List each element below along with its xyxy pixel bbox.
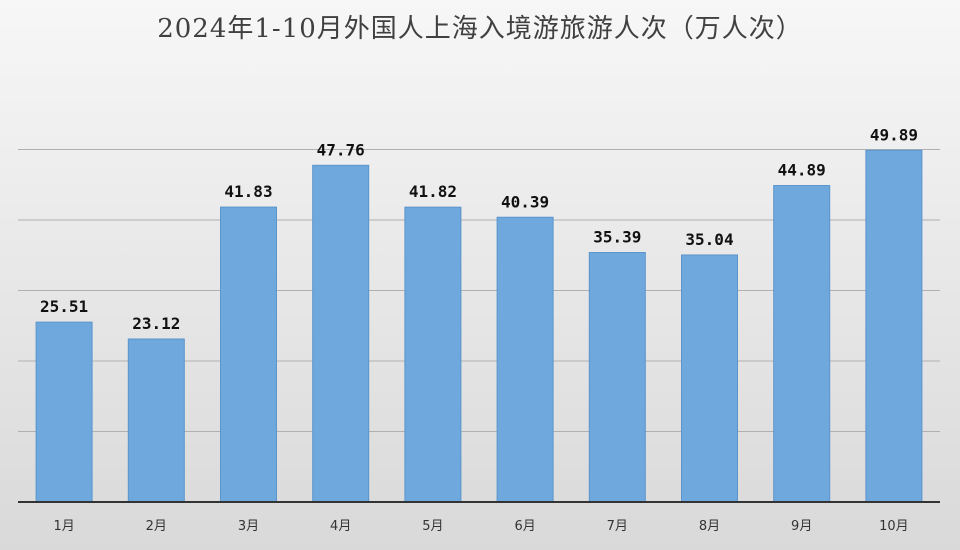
x-tick-label: 1月 [53, 519, 74, 534]
bar [496, 216, 554, 503]
data-label: 35.39 [593, 228, 641, 247]
bar [404, 206, 462, 503]
data-label: 23.12 [132, 314, 180, 333]
x-axis: 1月 2月 3月 4月 5月 6月 7月 8月 9月 10月 [18, 501, 940, 534]
chart-title: 2024年1-10月外国人上海入境游旅游人次（万人次） [157, 14, 803, 44]
data-label: 40.39 [501, 192, 549, 211]
data-label: 49.89 [870, 125, 918, 144]
bar [35, 321, 93, 503]
x-tick-label: 3月 [238, 519, 259, 534]
bar [220, 206, 277, 503]
x-tick-label: 5月 [422, 519, 443, 534]
data-label: 25.51 [40, 297, 88, 316]
x-tick-label: 9月 [791, 519, 812, 534]
x-tick-label: 8月 [699, 519, 720, 534]
data-label: 47.76 [317, 140, 365, 159]
bars [35, 149, 923, 503]
data-label: 41.82 [409, 182, 457, 201]
data-label: 41.83 [224, 182, 272, 201]
bar [865, 149, 923, 503]
data-label: 44.89 [778, 161, 826, 180]
x-tick-label: 4月 [330, 519, 351, 534]
bar [681, 254, 738, 503]
value-labels: 25.51 23.12 41.83 47.76 41.82 40.39 35.39 35.04… [40, 125, 918, 333]
bar [127, 338, 185, 503]
bar [588, 252, 646, 503]
x-tick-label: 7月 [607, 519, 628, 534]
bar [773, 185, 831, 503]
bar [312, 164, 370, 503]
x-tick-label: 6月 [514, 519, 535, 534]
data-label: 35.04 [685, 230, 733, 249]
x-tick-label: 10月 [879, 519, 909, 534]
x-tick-label: 2月 [146, 519, 167, 534]
